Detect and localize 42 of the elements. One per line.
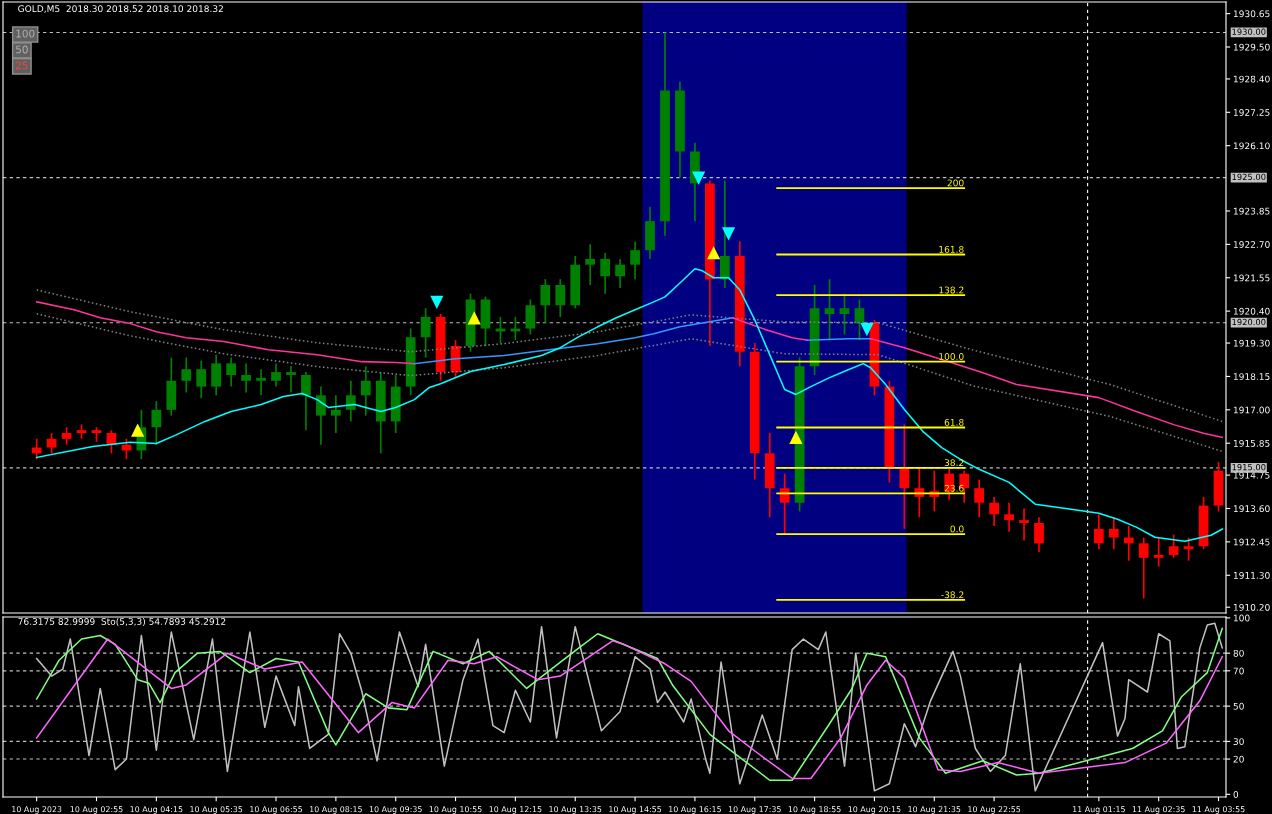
y-tick-label: 1914.75 bbox=[1233, 471, 1270, 479]
y-tick-label: 1910.20 bbox=[1233, 603, 1270, 611]
y-tick-label: 100 bbox=[1233, 614, 1250, 622]
y-tick-label: 50 bbox=[1233, 702, 1244, 710]
y-tick-label: 1928.40 bbox=[1233, 75, 1270, 83]
y-tick-label: 1912.45 bbox=[1233, 538, 1270, 546]
series-label: 0.0 bbox=[950, 525, 964, 533]
y-tick-label: 30 bbox=[1233, 738, 1244, 745]
y-tick-label: 1926.10 bbox=[1233, 142, 1270, 150]
series-label: 200 bbox=[947, 179, 964, 187]
series-label: 38.2 bbox=[944, 459, 964, 467]
y-tick-label: 1930.65 bbox=[1233, 10, 1270, 18]
annotation: 25 bbox=[15, 61, 28, 70]
y-tick-label: 20 bbox=[1233, 755, 1244, 763]
y-tick-label: 0 bbox=[1233, 791, 1239, 798]
series-label: -38.2 bbox=[941, 591, 964, 599]
y-tick-label: 1913.60 bbox=[1233, 505, 1270, 513]
chart-title: GOLD,M5 2018.30 2018.52 2018.10 2018.32 bbox=[18, 5, 223, 13]
y-tick-label: 1917.00 bbox=[1233, 406, 1270, 414]
ref-line-label: 1925.00 bbox=[1232, 173, 1266, 181]
y-tick-label: 70 bbox=[1233, 667, 1244, 675]
ref-line-label: 1920.00 bbox=[1232, 318, 1266, 326]
series-label: 100.0 bbox=[939, 353, 964, 360]
y-tick-label: 1921.55 bbox=[1233, 274, 1270, 282]
y-tick-label: 80 bbox=[1233, 649, 1244, 657]
y-tick-label: 1922.70 bbox=[1233, 241, 1270, 248]
y-tick-label: 1915.85 bbox=[1233, 439, 1270, 447]
y-tick-label: 1919.30 bbox=[1233, 339, 1270, 347]
ref-line-label: 1930.00 bbox=[1232, 28, 1266, 35]
annotation: 50 bbox=[16, 45, 28, 54]
y-tick-label: 1918.15 bbox=[1233, 373, 1270, 380]
chart-title: 76.3175 82.9999 Sto(5,3,3) 54.7893 45.2912 bbox=[18, 617, 226, 626]
y-tick-label: 1927.25 bbox=[1233, 109, 1270, 116]
series-label: 161.8 bbox=[939, 245, 964, 253]
y-tick-label: 1920.40 bbox=[1233, 307, 1270, 315]
y-tick-label: 1911.30 bbox=[1233, 572, 1270, 579]
series-label: 61.8 bbox=[944, 418, 964, 426]
y-tick-label: 1923.85 bbox=[1233, 207, 1270, 215]
annotation: 100 bbox=[16, 29, 35, 38]
ref-line-label: 1915.00 bbox=[1232, 463, 1266, 471]
series-label: 138.2 bbox=[939, 286, 964, 294]
y-tick-label: 1929.50 bbox=[1233, 43, 1270, 51]
